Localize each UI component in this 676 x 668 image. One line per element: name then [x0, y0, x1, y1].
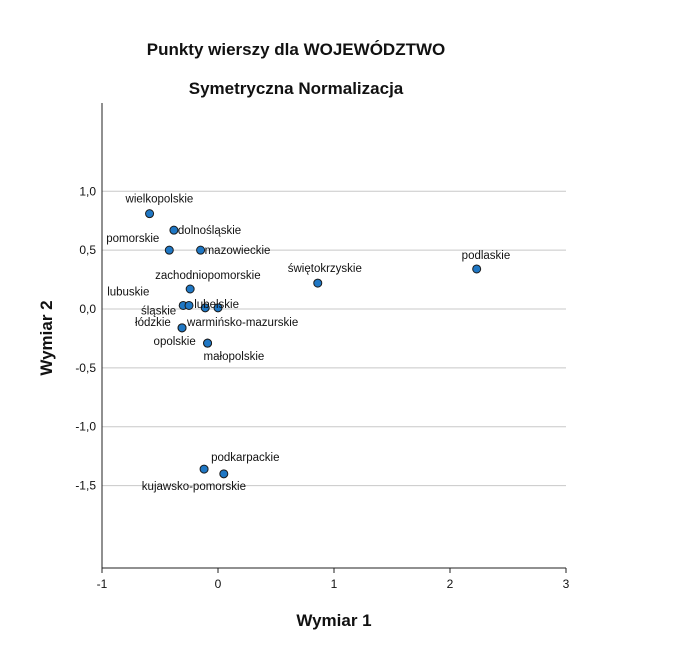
y-tick-label: -1,5: [75, 479, 96, 493]
x-tick-label: -1: [97, 577, 108, 591]
scatter-point: [213, 303, 223, 313]
point-label: lubelskie: [194, 299, 239, 311]
scatter-point: [169, 225, 179, 235]
point-label: lubuskie: [107, 286, 149, 298]
scatter-point: [177, 323, 187, 333]
point-label: wielkopolskie: [125, 194, 194, 206]
scatter-point: [196, 245, 206, 255]
point-label: pomorskie: [106, 233, 159, 245]
y-tick-label: 0,5: [79, 243, 96, 257]
point-label: świętokrzyskie: [288, 263, 362, 275]
point-label: podkarpackie: [211, 452, 279, 464]
point-label: łódzkie: [135, 317, 171, 329]
chart-subtitle: Symetryczna Normalizacja: [189, 79, 404, 98]
scatter-point: [313, 278, 323, 288]
point-label: opolskie: [154, 336, 196, 348]
scatter-point: [219, 469, 229, 479]
x-axis-label: Wymiar 1: [296, 611, 371, 630]
y-tick-label: -1,0: [75, 420, 96, 434]
point-label: małopolskie: [204, 351, 265, 363]
gridlines: [102, 190, 566, 487]
y-tick-label: 1,0: [79, 184, 96, 198]
scatter-point: [145, 209, 155, 219]
y-tick-label: 0,0: [79, 302, 96, 316]
point-label: podlaskie: [462, 250, 511, 262]
point-label: zachodniopomorskie: [155, 270, 260, 282]
scatter-point: [472, 264, 482, 274]
scatter-point: [164, 245, 174, 255]
tick-labels: 1,0 0,5 0,0 -0,5 -1,0 -1,5 -1 0 1 2 3: [75, 184, 569, 591]
x-tick-label: 1: [331, 577, 338, 591]
y-axis-label: Wymiar 2: [37, 300, 56, 375]
point-label: kujawsko-pomorskie: [142, 481, 246, 493]
point-label: mazowieckie: [205, 245, 271, 257]
y-tick-label: -0,5: [75, 361, 96, 375]
x-tick-label: 2: [447, 577, 454, 591]
data-points: [145, 209, 482, 479]
x-tick-label: 0: [215, 577, 222, 591]
scatter-point: [185, 284, 195, 294]
point-label: śląskie: [141, 305, 176, 317]
chart-title: Punkty wierszy dla WOJEWÓDZTWO: [147, 40, 445, 59]
scatter-point: [200, 303, 210, 313]
scatter-point: [199, 464, 209, 474]
scatter-point: [203, 338, 213, 348]
scatter-point: [184, 300, 194, 310]
point-label: warmińsko-mazurskie: [186, 317, 298, 329]
point-label: dolnośląskie: [178, 225, 241, 237]
point-labels: wielkopolskie dolnośląskie pomorskie mazowi…: [106, 194, 510, 493]
x-tick-label: 3: [563, 577, 570, 591]
